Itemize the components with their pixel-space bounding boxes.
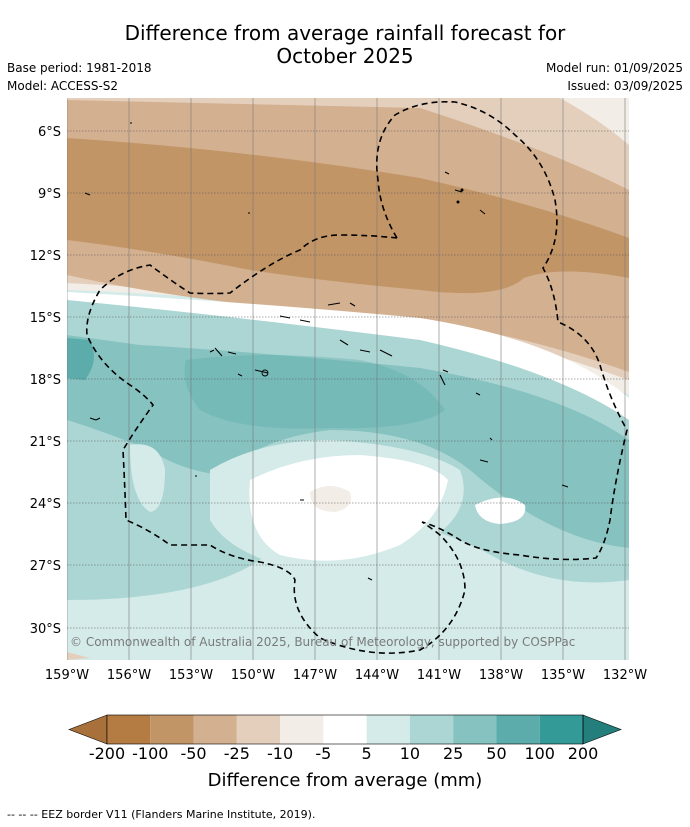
lat-label: 15°S — [30, 311, 61, 326]
lat-label: 12°S — [30, 249, 61, 264]
colorbar-tick-label: -5 — [315, 744, 332, 763]
parallel-lines — [67, 130, 629, 629]
lat-label: 24°S — [30, 497, 61, 512]
colorbar-segment — [409, 715, 454, 744]
lat-label: 30°S — [30, 622, 61, 637]
colorbar-tick-label: 10 — [399, 744, 421, 763]
map-area — [67, 98, 629, 660]
colorbar-tick-label: 50 — [486, 744, 507, 763]
meta-left: Base period: 1981-2018 Model: ACCESS-S2 — [7, 59, 152, 95]
lon-label: 156°W — [107, 668, 151, 683]
issued-date: Issued: 03/09/2025 — [567, 79, 683, 93]
colorbar-tick-label: 25 — [442, 744, 464, 763]
lon-label: 153°W — [169, 668, 213, 683]
lon-label: 147°W — [293, 668, 337, 683]
colorbar-tick-label: -50 — [180, 744, 207, 763]
band-neg50-neg100 — [67, 138, 629, 294]
copyright-notice: © Commonwealth of Australia 2025, Bureau… — [70, 635, 575, 649]
model-run: Model run: 01/09/2025 — [545, 61, 683, 75]
lon-label: 138°W — [479, 668, 523, 683]
lat-label: 27°S — [30, 559, 61, 574]
colorbar-tick-label: 100 — [524, 744, 555, 763]
colorbar-tick-label: 200 — [567, 744, 599, 763]
colorbar-segment — [193, 715, 237, 744]
islands — [84, 122, 569, 581]
colorbar-segment — [150, 715, 194, 744]
colorbar-tick-label: 5 — [361, 744, 372, 763]
lon-label: 132°W — [603, 668, 647, 683]
colorbar-extend-high — [582, 714, 622, 745]
lon-label: 141°W — [417, 668, 461, 683]
title-line-1: Difference from average rainfall forecas… — [124, 21, 566, 45]
lat-label: 6°S — [38, 125, 61, 140]
base-period: Base period: 1981-2018 — [7, 61, 152, 75]
lat-label: 9°S — [38, 187, 61, 202]
colorbar-segment — [539, 715, 583, 744]
colorbar-extend-low — [68, 714, 108, 745]
lat-label: 18°S — [30, 373, 61, 388]
eez-legend: -- -- -- EEZ border V11 (Flanders Marine… — [7, 808, 316, 821]
longitude-labels: 159°W 156°W 153°W 150°W 147°W 144°W 141°… — [45, 668, 647, 683]
colorbar-segment — [453, 715, 497, 744]
latitude-labels: 6°S 9°S 12°S 15°S 18°S 21°S 24°S 27°S 30… — [30, 125, 61, 637]
lat-label: 21°S — [30, 435, 61, 450]
colorbar-tick-label: -100 — [132, 744, 169, 763]
band-dry-patch — [310, 486, 351, 512]
lon-label: 159°W — [45, 668, 89, 683]
colorbar-tick-label: -200 — [88, 744, 126, 763]
band-light-west — [130, 444, 165, 512]
colorbar-segment — [496, 715, 540, 744]
colorbar-segment — [366, 715, 410, 744]
colorbar-tick-label: -10 — [267, 744, 294, 763]
band-25-50 — [67, 335, 629, 548]
colorbar-title: Difference from average (mm) — [207, 770, 483, 791]
band-dry-corner — [67, 652, 90, 660]
model-name: Model: ACCESS-S2 — [7, 79, 119, 93]
colorbar-frame — [106, 714, 584, 745]
band-white-center — [249, 455, 448, 561]
colorbar-tick-label: -25 — [223, 744, 250, 763]
colorbar-segment — [323, 715, 367, 744]
colorbar-segment — [236, 715, 281, 744]
colorbar-segment — [280, 715, 324, 744]
lon-label: 144°W — [355, 668, 399, 683]
eez-borders — [85, 100, 628, 654]
band-50-100-west — [67, 338, 94, 380]
map-title: Difference from average rainfall forecas… — [0, 22, 690, 68]
lon-label: 135°W — [541, 668, 585, 683]
band-light-south — [67, 610, 470, 660]
title-line-2: October 2025 — [276, 44, 414, 68]
meta-right: Model run: 01/09/2025 Issued: 03/09/2025 — [546, 59, 683, 95]
lon-label: 150°W — [231, 668, 275, 683]
colorbar — [68, 714, 622, 745]
colorbar-segment — [107, 715, 151, 744]
band-white-east — [475, 497, 526, 524]
